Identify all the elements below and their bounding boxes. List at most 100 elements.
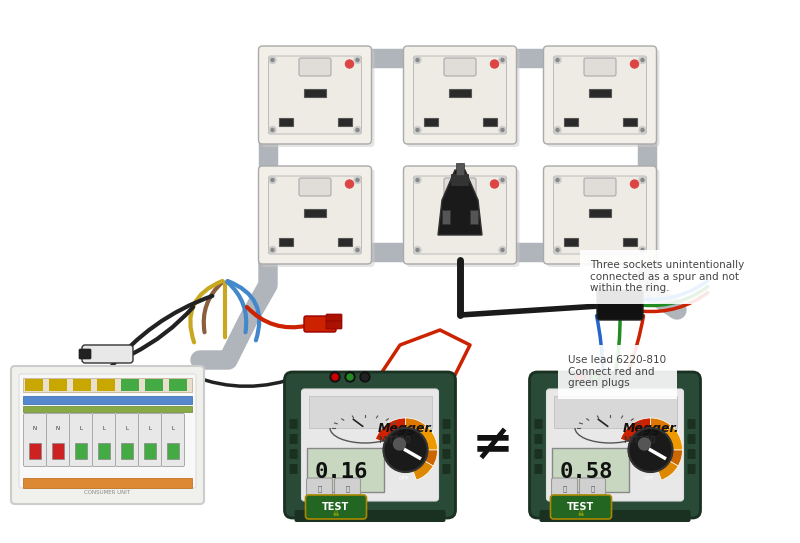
FancyBboxPatch shape <box>589 89 611 97</box>
Bar <box>73 379 91 391</box>
Text: L: L <box>149 426 151 432</box>
Text: Megger.: Megger. <box>378 422 434 435</box>
FancyBboxPatch shape <box>290 464 298 474</box>
FancyBboxPatch shape <box>406 49 519 147</box>
Circle shape <box>556 129 559 131</box>
Circle shape <box>641 249 644 251</box>
FancyBboxPatch shape <box>579 478 606 500</box>
FancyBboxPatch shape <box>290 419 298 429</box>
Circle shape <box>332 374 338 380</box>
Circle shape <box>499 56 506 64</box>
FancyBboxPatch shape <box>138 414 162 466</box>
FancyBboxPatch shape <box>622 118 637 126</box>
Circle shape <box>639 176 646 184</box>
FancyBboxPatch shape <box>406 169 519 267</box>
Circle shape <box>641 59 644 61</box>
Circle shape <box>554 127 561 134</box>
Circle shape <box>590 372 600 382</box>
FancyBboxPatch shape <box>304 89 326 97</box>
Bar <box>49 379 67 391</box>
Wedge shape <box>418 426 438 450</box>
Text: Three sockets unintentionally
connected as a spur and not
within the ring.: Three sockets unintentionally connected … <box>590 260 744 293</box>
Circle shape <box>630 180 638 188</box>
Circle shape <box>416 59 419 61</box>
Circle shape <box>346 180 354 188</box>
Circle shape <box>354 127 361 134</box>
FancyBboxPatch shape <box>278 118 293 126</box>
FancyBboxPatch shape <box>687 449 695 459</box>
Text: 🔒: 🔒 <box>562 485 566 493</box>
FancyBboxPatch shape <box>403 166 517 264</box>
FancyBboxPatch shape <box>19 374 196 488</box>
FancyBboxPatch shape <box>451 174 469 186</box>
FancyBboxPatch shape <box>304 209 326 217</box>
FancyBboxPatch shape <box>444 178 476 196</box>
FancyBboxPatch shape <box>306 495 366 519</box>
FancyBboxPatch shape <box>338 238 351 246</box>
FancyBboxPatch shape <box>563 238 578 246</box>
FancyBboxPatch shape <box>423 118 438 126</box>
Circle shape <box>347 374 353 380</box>
Text: MIT320: MIT320 <box>623 436 656 445</box>
FancyBboxPatch shape <box>46 414 70 466</box>
Wedge shape <box>375 418 406 443</box>
Text: ☠: ☠ <box>332 511 338 517</box>
Bar <box>167 443 179 459</box>
FancyBboxPatch shape <box>11 366 204 504</box>
Circle shape <box>346 60 354 68</box>
FancyBboxPatch shape <box>546 389 683 501</box>
FancyBboxPatch shape <box>687 434 695 444</box>
Wedge shape <box>663 426 682 450</box>
Bar <box>23 478 192 488</box>
FancyBboxPatch shape <box>79 349 91 359</box>
FancyBboxPatch shape <box>444 58 476 76</box>
Bar <box>23 406 192 412</box>
FancyBboxPatch shape <box>334 478 361 500</box>
Circle shape <box>383 428 427 472</box>
Circle shape <box>499 127 506 134</box>
Text: ☠: ☠ <box>578 511 584 517</box>
FancyBboxPatch shape <box>262 49 374 147</box>
FancyBboxPatch shape <box>115 414 138 466</box>
Text: N: N <box>33 426 37 432</box>
Bar <box>144 443 156 459</box>
Circle shape <box>639 247 646 254</box>
Circle shape <box>269 247 276 254</box>
Circle shape <box>639 56 646 64</box>
FancyBboxPatch shape <box>597 290 643 320</box>
Circle shape <box>356 129 359 131</box>
Circle shape <box>554 176 561 184</box>
FancyBboxPatch shape <box>285 372 455 518</box>
FancyBboxPatch shape <box>554 396 677 428</box>
FancyBboxPatch shape <box>550 495 611 519</box>
Circle shape <box>345 372 355 382</box>
Text: 0.58: 0.58 <box>559 462 613 482</box>
Circle shape <box>629 428 673 472</box>
Text: N: N <box>56 426 60 432</box>
FancyBboxPatch shape <box>622 238 637 246</box>
Text: L: L <box>171 426 174 432</box>
Wedge shape <box>406 418 426 435</box>
FancyBboxPatch shape <box>338 118 351 126</box>
Circle shape <box>490 180 498 188</box>
Text: ≠: ≠ <box>471 421 514 469</box>
FancyBboxPatch shape <box>530 372 701 518</box>
Circle shape <box>416 129 419 131</box>
FancyBboxPatch shape <box>258 166 371 264</box>
Circle shape <box>414 176 421 184</box>
FancyBboxPatch shape <box>23 414 46 466</box>
FancyBboxPatch shape <box>258 46 371 144</box>
FancyBboxPatch shape <box>539 510 690 522</box>
FancyBboxPatch shape <box>326 314 342 322</box>
FancyBboxPatch shape <box>294 510 446 522</box>
Wedge shape <box>650 418 671 435</box>
Circle shape <box>499 176 506 184</box>
Text: OFF: OFF <box>643 476 654 481</box>
Circle shape <box>577 374 583 380</box>
Text: 🔒: 🔒 <box>346 485 350 493</box>
Text: 🔒: 🔒 <box>590 485 594 493</box>
FancyBboxPatch shape <box>306 478 333 500</box>
FancyBboxPatch shape <box>546 169 659 267</box>
FancyBboxPatch shape <box>551 478 578 500</box>
Bar <box>97 379 115 391</box>
